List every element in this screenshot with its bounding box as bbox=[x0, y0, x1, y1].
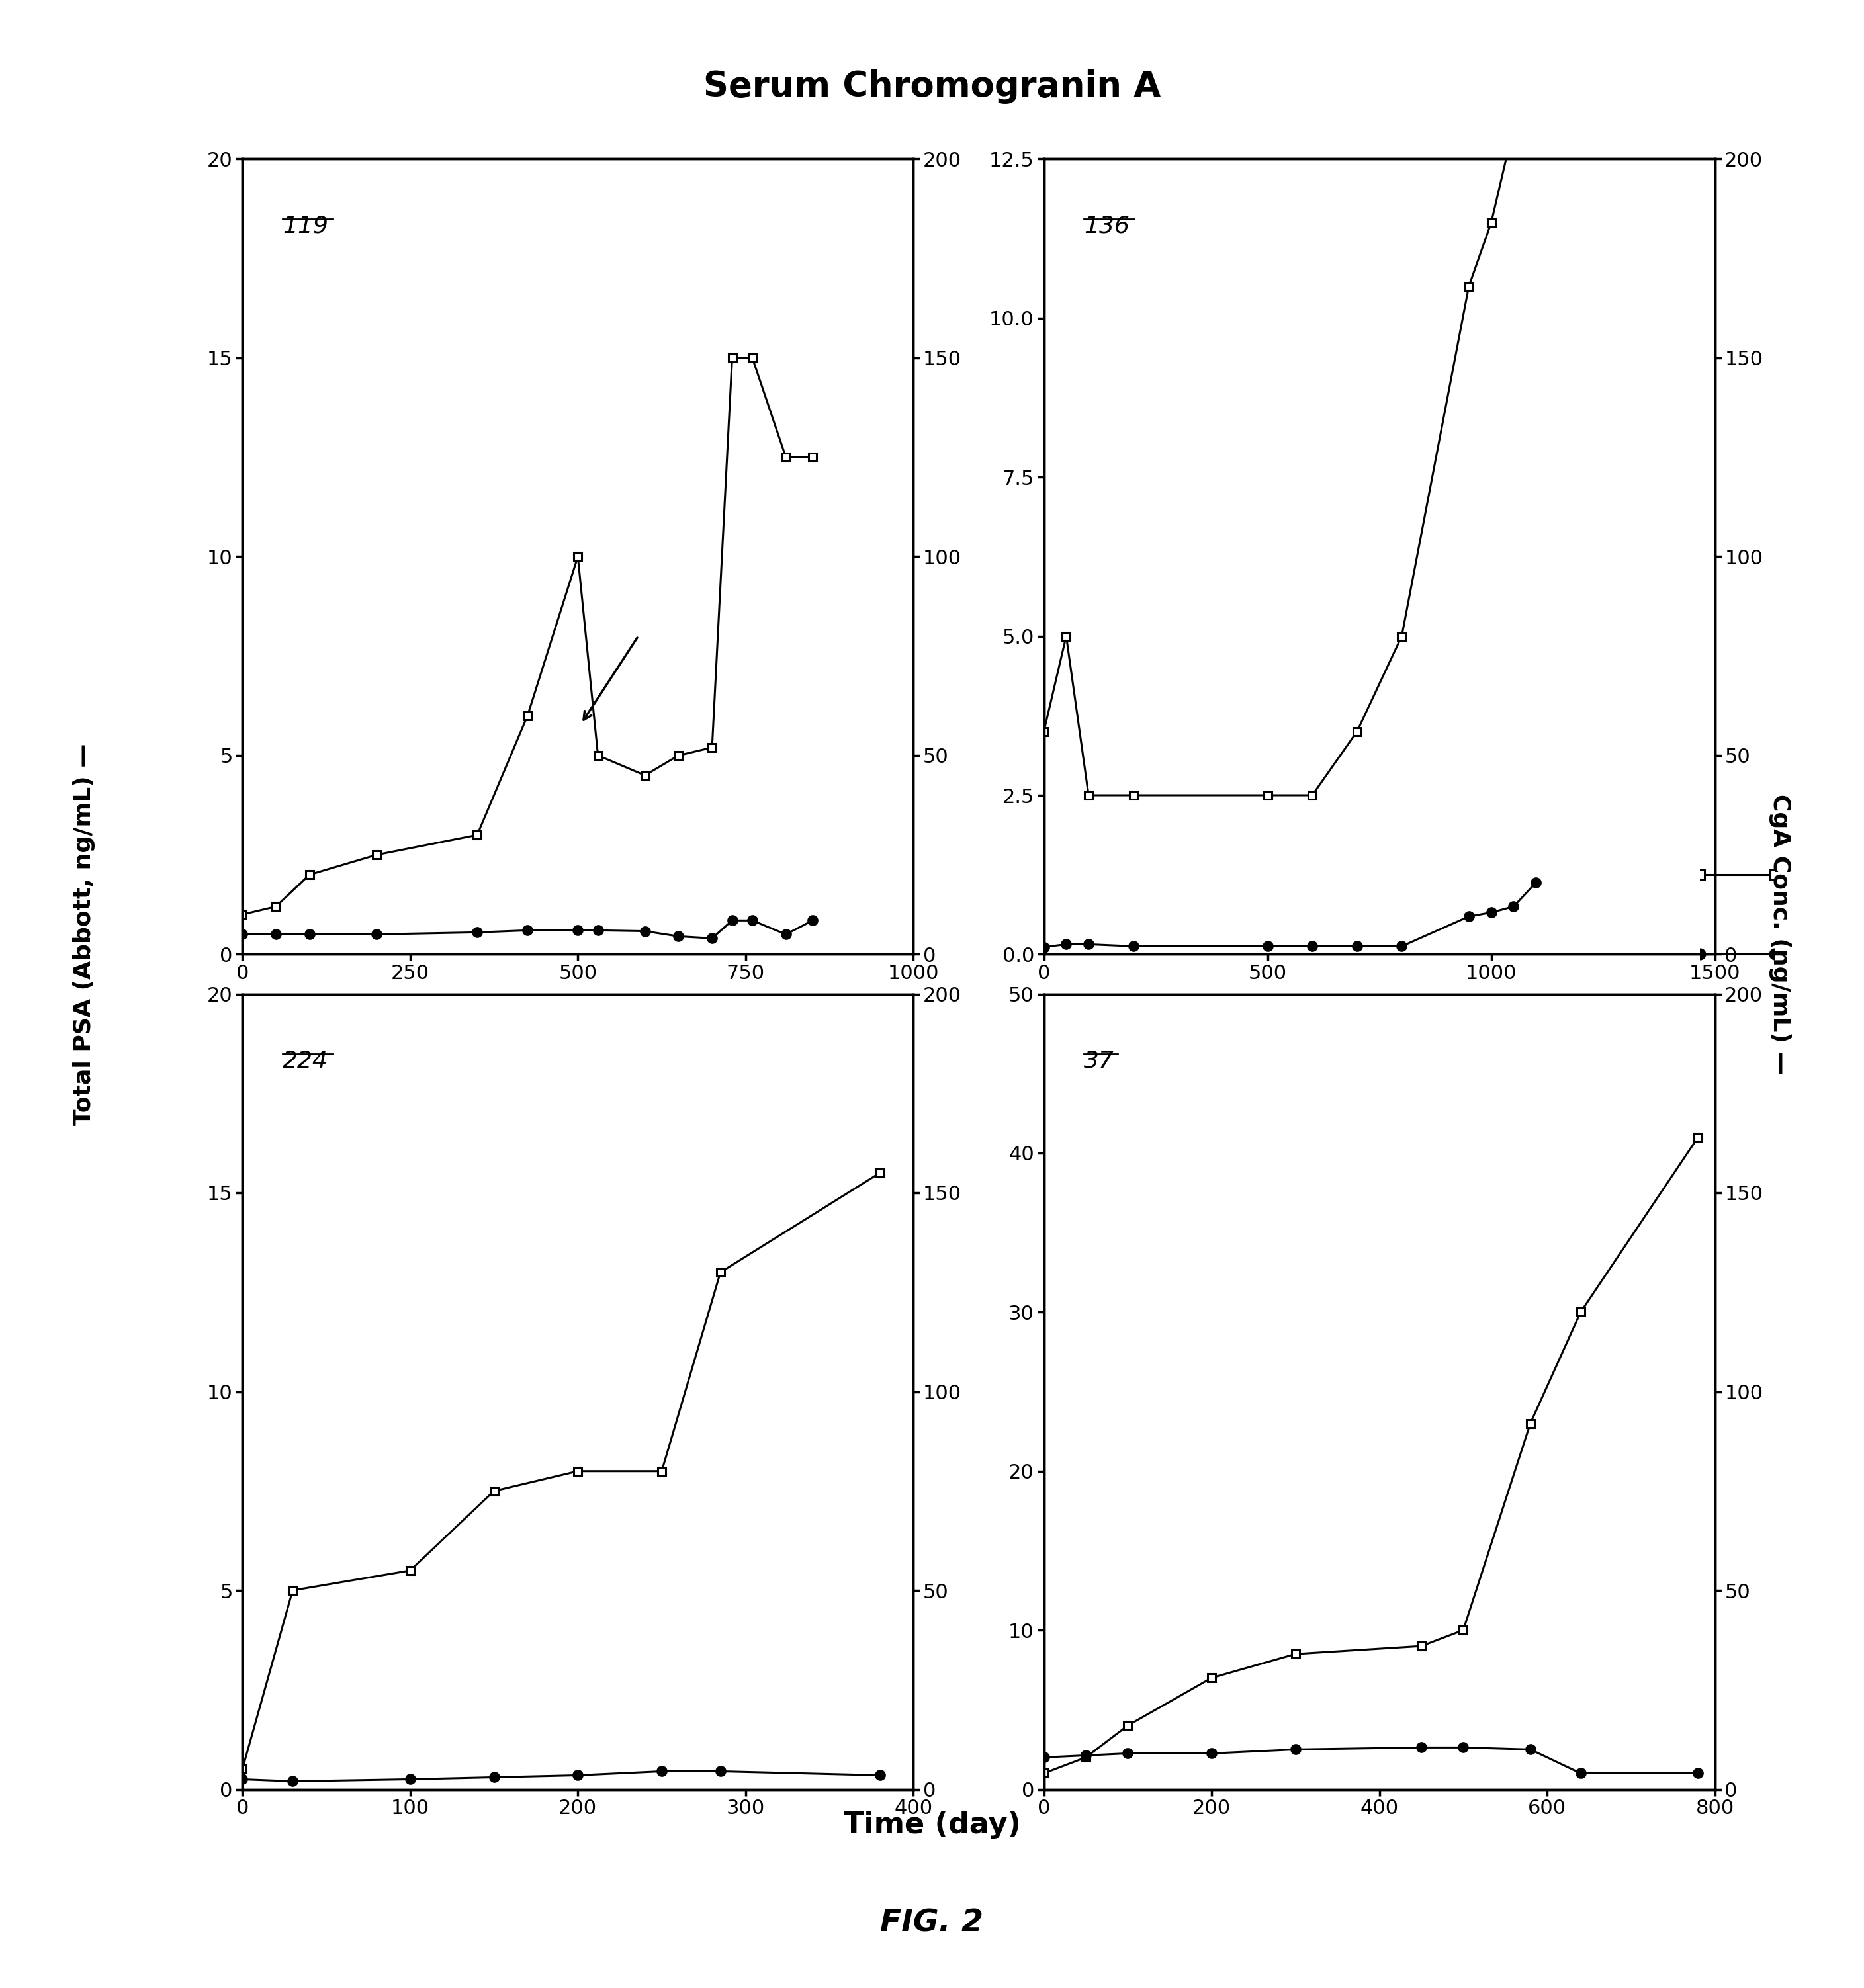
Text: CgA Conc. (ng/mL) —: CgA Conc. (ng/mL) — bbox=[1769, 793, 1791, 1076]
Text: 37: 37 bbox=[1085, 1050, 1115, 1072]
Text: FIG. 2: FIG. 2 bbox=[880, 1908, 984, 1938]
Text: Time (day): Time (day) bbox=[843, 1811, 1021, 1839]
Text: Serum Chromogranin A: Serum Chromogranin A bbox=[703, 70, 1161, 103]
Text: 119: 119 bbox=[283, 215, 328, 237]
Text: 224: 224 bbox=[283, 1050, 328, 1072]
Text: Total PSA (Abbott, ng/mL) —: Total PSA (Abbott, ng/mL) — bbox=[73, 744, 95, 1125]
Text: 136: 136 bbox=[1085, 215, 1130, 237]
